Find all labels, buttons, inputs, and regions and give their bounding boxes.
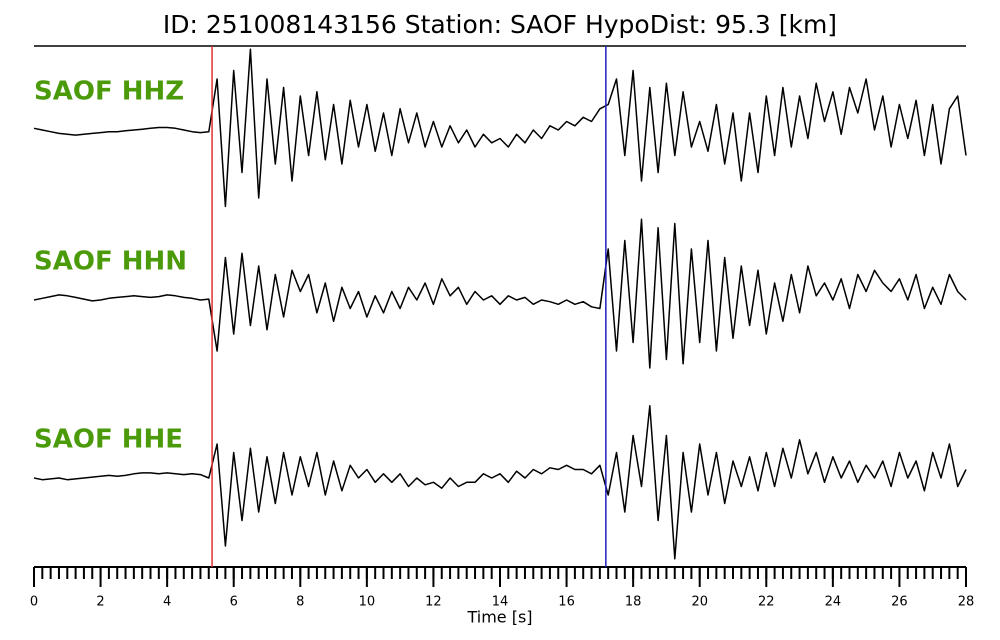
x-tick-label: 22 [758, 595, 775, 610]
chart-title: ID: 251008143156 Station: SAOF HypoDist:… [163, 10, 837, 39]
x-tick-label: 8 [296, 595, 304, 610]
x-tick-label: 14 [492, 595, 509, 610]
x-tick-label: 24 [825, 595, 842, 610]
x-tick-label: 26 [891, 595, 908, 610]
x-tick-label: 16 [558, 595, 575, 610]
x-axis-label: Time [s] [466, 608, 532, 627]
x-tick-label: 20 [691, 595, 708, 610]
waveform [33, 218, 967, 369]
trace-label: SAOF HHN [34, 247, 187, 277]
x-tick-label: 28 [958, 595, 975, 610]
trace-label: SAOF HHZ [34, 77, 184, 107]
x-tick-label: 4 [163, 595, 171, 610]
waveform [33, 405, 967, 560]
x-tick-label: 0 [30, 595, 38, 610]
waveform [33, 48, 967, 208]
x-tick-label: 12 [425, 595, 442, 610]
x-tick-label: 10 [359, 595, 376, 610]
x-tick-label: 6 [230, 595, 238, 610]
trace-label: SAOF HHE [34, 425, 183, 455]
x-tick-label: 18 [625, 595, 642, 610]
x-tick-label: 2 [96, 595, 104, 610]
